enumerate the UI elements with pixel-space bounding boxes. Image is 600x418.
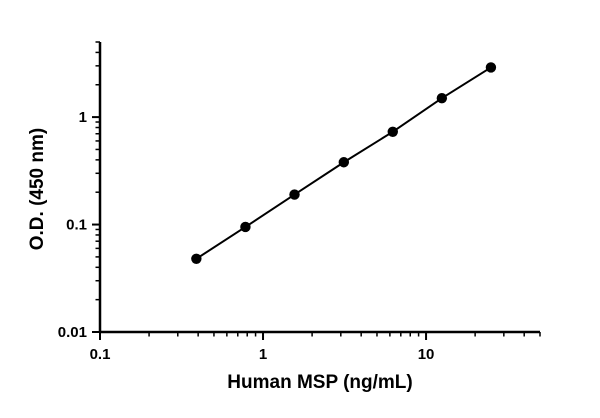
y-tick-label: 0.1 bbox=[66, 217, 87, 234]
x-tick-label: 10 bbox=[418, 346, 435, 363]
x-tick-label: 0.1 bbox=[90, 346, 111, 363]
data-point bbox=[240, 221, 251, 233]
x-axis-label: Human MSP (ng/mL) bbox=[227, 372, 413, 393]
x-tick-label: 1 bbox=[259, 346, 267, 363]
data-point bbox=[289, 189, 300, 200]
data-point bbox=[338, 157, 350, 168]
y-tick-label: 0.01 bbox=[58, 324, 87, 341]
data-point bbox=[191, 253, 202, 265]
y-tick-label: 1 bbox=[79, 109, 87, 126]
y-axis-label: O.D. (450 nm) bbox=[27, 127, 48, 251]
data-point bbox=[387, 126, 398, 137]
data-point bbox=[485, 62, 497, 73]
data-point bbox=[436, 92, 448, 104]
